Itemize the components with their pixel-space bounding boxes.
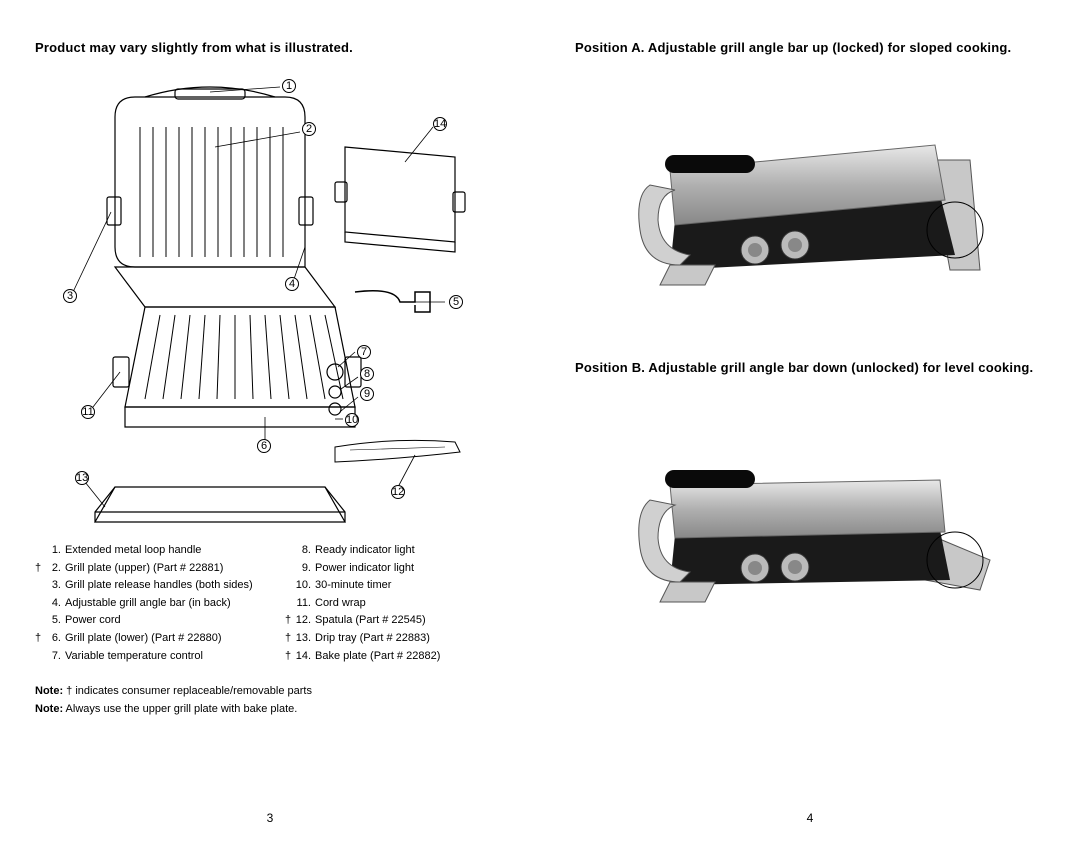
part-label: Drip tray (Part # 22883) <box>315 630 505 648</box>
part-row: 1.Extended metal loop handle <box>35 542 255 560</box>
part-row: †14.Bake plate (Part # 22882) <box>285 648 505 666</box>
left-title: Product may vary slightly from what is i… <box>35 40 505 55</box>
part-label: Bake plate (Part # 22882) <box>315 648 505 666</box>
callout-13: 13 <box>75 471 89 485</box>
part-number: 14. <box>295 648 315 666</box>
part-row: 4.Adjustable grill angle bar (in back) <box>35 595 255 613</box>
page-right: Position A. Adjustable grill angle bar u… <box>540 0 1080 845</box>
part-number: 2. <box>45 560 65 578</box>
part-number: 6. <box>45 630 65 648</box>
part-number: 10. <box>295 577 315 595</box>
callout-1: 1 <box>282 79 296 93</box>
part-number: 8. <box>295 542 315 560</box>
callout-4: 4 <box>285 277 299 291</box>
part-row: 7.Variable temperature control <box>35 648 255 666</box>
callout-6: 6 <box>257 439 271 453</box>
part-row: 9.Power indicator light <box>285 560 505 578</box>
part-label: Spatula (Part # 22545) <box>315 612 505 630</box>
part-dagger: † <box>285 630 295 648</box>
part-row: †6.Grill plate (lower) (Part # 22880) <box>35 630 255 648</box>
part-row: †13.Drip tray (Part # 22883) <box>285 630 505 648</box>
part-label: Grill plate release handles (both sides) <box>65 577 255 595</box>
part-row: †12.Spatula (Part # 22545) <box>285 612 505 630</box>
part-number: 3. <box>45 577 65 595</box>
callout-2: 2 <box>302 122 316 136</box>
callout-5: 5 <box>449 295 463 309</box>
part-label: Cord wrap <box>315 595 505 613</box>
part-row: †2.Grill plate (upper) (Part # 22881) <box>35 560 255 578</box>
part-number: 7. <box>45 648 65 666</box>
page-number-right: 4 <box>807 811 814 825</box>
part-number: 13. <box>295 630 315 648</box>
part-label: Extended metal loop handle <box>65 542 255 560</box>
part-number: 5. <box>45 612 65 630</box>
position-b-title: Position B. Adjustable grill angle bar d… <box>575 360 1045 375</box>
grill-photo-a-svg <box>620 100 1000 300</box>
product-diagram: 1 2 3 4 5 6 7 8 9 10 11 12 13 14 <box>35 67 505 527</box>
parts-list: 1.Extended metal loop handle†2.Grill pla… <box>35 542 505 665</box>
part-number: 12. <box>295 612 315 630</box>
part-label: Grill plate (lower) (Part # 22880) <box>65 630 255 648</box>
part-dagger: † <box>285 612 295 630</box>
callout-8: 8 <box>360 367 374 381</box>
part-number: 9. <box>295 560 315 578</box>
note2-label: Note: <box>35 703 63 715</box>
note1-text: † indicates consumer replaceable/removab… <box>63 685 312 697</box>
notes: Note: † indicates consumer replaceable/r… <box>35 683 505 718</box>
note2-text: Always use the upper grill plate with ba… <box>63 703 297 715</box>
note1-label: Note: <box>35 685 63 697</box>
callout-12: 12 <box>391 485 405 499</box>
part-dagger: † <box>285 648 295 666</box>
part-label: Power indicator light <box>315 560 505 578</box>
part-label: Grill plate (upper) (Part # 22881) <box>65 560 255 578</box>
parts-col-2: 8.Ready indicator light9.Power indicator… <box>285 542 505 665</box>
diagram-line-art <box>35 67 505 527</box>
photo-position-b <box>575 400 1045 640</box>
callout-14: 14 <box>433 117 447 131</box>
part-row: 5.Power cord <box>35 612 255 630</box>
part-label: Ready indicator light <box>315 542 505 560</box>
part-row: 8.Ready indicator light <box>285 542 505 560</box>
photo-position-a <box>575 80 1045 320</box>
position-a-title: Position A. Adjustable grill angle bar u… <box>575 40 1045 55</box>
page-number-left: 3 <box>267 811 274 825</box>
callout-11: 11 <box>81 405 95 419</box>
callout-7: 7 <box>357 345 371 359</box>
parts-col-1: 1.Extended metal loop handle†2.Grill pla… <box>35 542 255 665</box>
part-number: 1. <box>45 542 65 560</box>
part-label: 30-minute timer <box>315 577 505 595</box>
part-row: 10.30-minute timer <box>285 577 505 595</box>
note-2: Note: Always use the upper grill plate w… <box>35 701 505 719</box>
note-1: Note: † indicates consumer replaceable/r… <box>35 683 505 701</box>
part-label: Adjustable grill angle bar (in back) <box>65 595 255 613</box>
part-label: Power cord <box>65 612 255 630</box>
part-row: 11.Cord wrap <box>285 595 505 613</box>
callout-9: 9 <box>360 387 374 401</box>
page-left: Product may vary slightly from what is i… <box>0 0 540 845</box>
callout-3: 3 <box>63 289 77 303</box>
part-number: 4. <box>45 595 65 613</box>
part-number: 11. <box>295 595 315 613</box>
grill-photo-b-svg <box>620 420 1000 620</box>
callout-10: 10 <box>345 413 359 427</box>
part-row: 3.Grill plate release handles (both side… <box>35 577 255 595</box>
part-dagger: † <box>35 630 45 648</box>
part-dagger: † <box>35 560 45 578</box>
part-label: Variable temperature control <box>65 648 255 666</box>
